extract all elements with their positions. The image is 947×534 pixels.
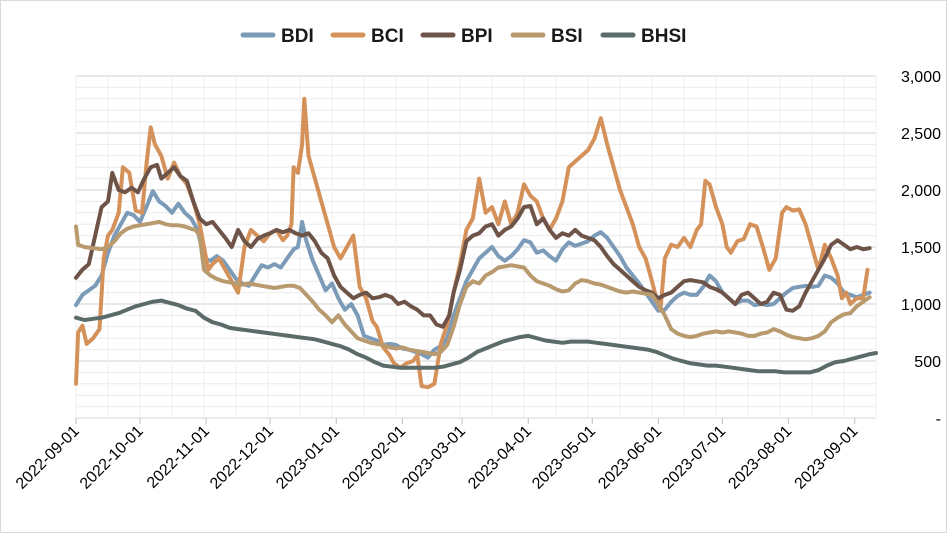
x-tick-label: 2023-09-01 [792,423,862,493]
legend-label-bhsi: BHSI [641,26,686,47]
legend-label-bsi: BSI [551,26,583,47]
x-tick-label: 2022-11-01 [144,423,213,492]
x-tick-label: 2023-03-01 [399,423,469,493]
series-line-bpi [74,162,872,329]
legend-label-bci: BCI [371,26,404,47]
series-lines [74,96,878,390]
y-tick-label: 2,500 [901,126,941,143]
x-tick-label: 2023-08-01 [725,423,795,493]
x-tick-label: 2023-02-01 [339,423,409,493]
x-tick-label: 2023-01-01 [273,423,343,493]
y-tick-label: 3,000 [901,69,941,86]
x-tick-label: 2022-09-01 [13,423,83,493]
y-tick-label: 1,000 [901,297,941,314]
y-axis-ticks: - 500 1,000 1,500 2,000 2,500 3,000 [901,69,941,428]
y-tick-label: - [936,411,941,428]
series-line-bhsi [74,298,878,375]
x-axis-ticks: 2022-09-012022-10-012022-11-012022-12-01… [13,418,862,493]
y-tick-label: 500 [914,354,941,371]
legend-label-bpi: BPI [461,26,493,47]
x-tick-label: 2023-06-01 [595,423,665,493]
y-tick-label: 2,000 [901,183,941,200]
y-tick-label: 1,500 [901,240,941,257]
series-line-bsi [74,219,872,357]
gridlines [75,75,877,418]
x-tick-label: 2023-07-01 [659,423,729,493]
x-tick-label: 2022-12-01 [207,423,277,493]
x-tick-label: 2023-04-01 [465,423,535,493]
legend-label-bdi: BDI [281,26,314,47]
legend: BDI BCI BPI BSI BHSI [240,26,686,47]
x-tick-label: 2023-05-01 [529,423,599,493]
x-tick-label: 2022-10-01 [77,423,147,493]
series-line-bci [74,96,870,390]
